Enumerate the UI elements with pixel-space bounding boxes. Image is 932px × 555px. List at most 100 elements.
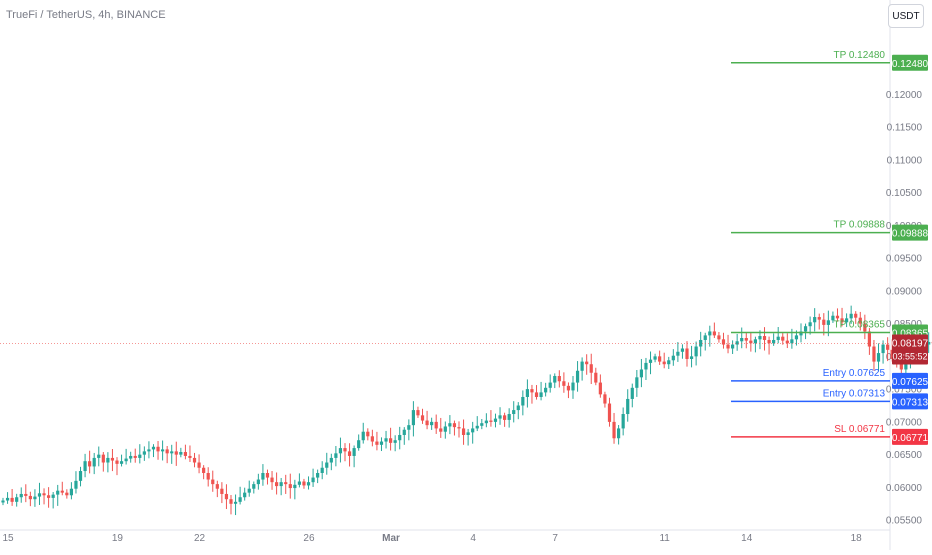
candle-body <box>125 459 128 462</box>
candle-body <box>653 356 656 359</box>
candle-body <box>626 399 629 414</box>
candle-body <box>663 362 666 365</box>
candle-body <box>599 383 602 395</box>
candle-body <box>261 473 264 480</box>
candle-body <box>188 456 191 458</box>
level-label-entry: Entry 0.07313 <box>823 388 886 399</box>
candle-body <box>448 423 451 426</box>
candle-body <box>594 373 597 383</box>
price-tick-label: 0.11000 <box>887 155 923 166</box>
candle-body <box>681 348 684 351</box>
candle-body <box>102 455 105 463</box>
candle-body <box>704 335 707 340</box>
candle-body <box>348 451 351 456</box>
candle-body <box>166 449 169 453</box>
price-tick-label: 0.10500 <box>886 188 923 199</box>
level-label-target: TP 0.08365 <box>833 319 885 330</box>
price-tick-label: 0.09000 <box>886 286 923 297</box>
candle-body <box>229 499 232 504</box>
candle-body <box>818 317 821 320</box>
candle-body <box>430 422 433 425</box>
candle-body <box>106 458 109 463</box>
candle-body <box>334 453 337 458</box>
candle-body <box>544 388 547 393</box>
candle-body <box>886 345 889 350</box>
candle-body <box>270 478 273 483</box>
candle-body <box>740 338 743 341</box>
candle-body <box>498 415 501 418</box>
price-badge-text: 0.06771 <box>892 433 929 444</box>
candle-body <box>284 482 287 484</box>
candle-body <box>553 376 556 383</box>
candle-body <box>380 442 383 445</box>
candle-body <box>758 336 761 339</box>
candle-body <box>781 337 784 341</box>
candle-body <box>343 448 346 451</box>
candle-body <box>457 427 460 428</box>
time-tick-label: 4 <box>470 533 476 544</box>
level-label-stop: SL 0.06771 <box>834 424 885 435</box>
candle-body <box>156 447 159 452</box>
candle-body <box>453 423 456 427</box>
candle-body <box>220 489 223 494</box>
candle-body <box>850 314 853 319</box>
candle-body <box>38 493 41 496</box>
candle-body <box>685 348 688 358</box>
candle-body <box>111 458 114 461</box>
time-tick-label: 26 <box>303 533 315 544</box>
candle-body <box>83 461 86 471</box>
candle-body <box>690 356 693 359</box>
time-tick-label: 19 <box>112 533 124 544</box>
candle-body <box>371 436 374 441</box>
candle-body <box>790 339 793 343</box>
candle-body <box>631 388 634 399</box>
candle-body <box>225 494 228 499</box>
candle-body <box>70 489 73 496</box>
candle-body <box>535 392 538 397</box>
candle-body <box>608 404 611 422</box>
candle-body <box>425 421 428 426</box>
time-tick-label: 15 <box>2 533 14 544</box>
candle-body <box>421 415 424 420</box>
candle-body <box>676 352 679 356</box>
candle-body <box>120 461 123 464</box>
currency-button[interactable]: USDT <box>888 4 924 28</box>
candle-body <box>576 371 579 383</box>
candle-body <box>79 471 82 481</box>
candle-body <box>571 383 574 391</box>
candle-body <box>29 496 32 499</box>
candle-body <box>302 482 305 486</box>
candle-body <box>622 414 625 428</box>
price-tick-label: 0.06500 <box>886 450 923 461</box>
candle-body <box>129 456 132 459</box>
candle-body <box>900 364 903 369</box>
candle-body <box>872 347 875 362</box>
candle-body <box>786 341 789 344</box>
candle-body <box>6 498 9 501</box>
candle-body <box>736 341 739 344</box>
candle-body <box>868 331 871 346</box>
time-tick-label: 22 <box>194 533 206 544</box>
candle-body <box>15 497 18 502</box>
candle-body <box>530 389 533 392</box>
candle-body <box>375 442 378 445</box>
price-tick-label: 0.12000 <box>886 90 923 101</box>
price-tick-label: 0.07000 <box>886 417 923 428</box>
candle-body <box>813 317 816 322</box>
candle-body <box>804 326 807 331</box>
candle-body <box>667 360 670 364</box>
price-tick-label: 0.11500 <box>887 123 923 134</box>
candle-body <box>476 426 479 429</box>
candle-body <box>252 484 255 489</box>
candle-body <box>517 406 520 411</box>
candle-body <box>695 347 698 357</box>
candle-body <box>134 456 137 458</box>
candle-body <box>562 381 565 386</box>
candle-body <box>394 440 397 443</box>
candle-body <box>416 410 419 415</box>
candle-body <box>745 338 748 341</box>
candle-body <box>717 335 720 339</box>
candle-body <box>170 451 173 453</box>
